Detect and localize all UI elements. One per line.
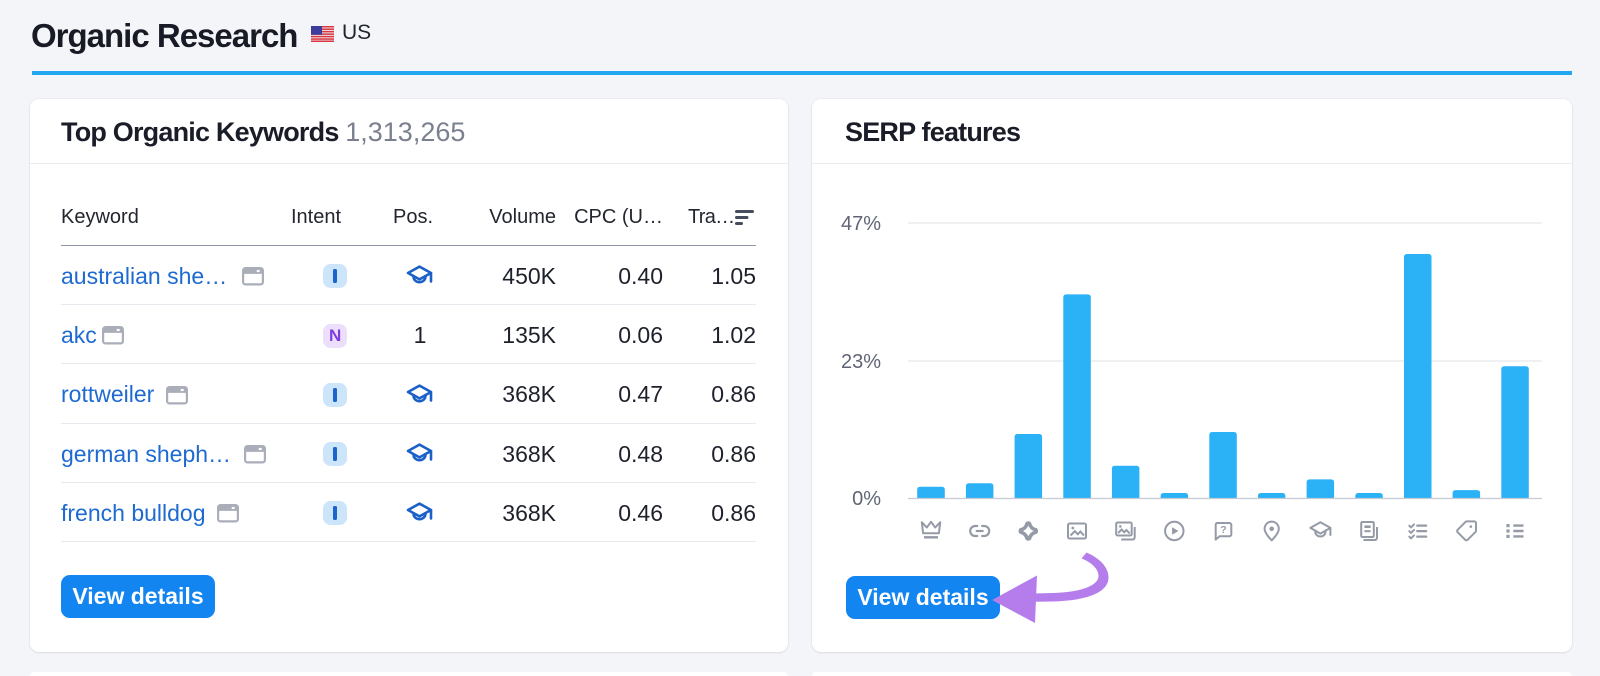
svg-text:?: ? xyxy=(1220,524,1226,536)
svg-text:47%: 47% xyxy=(841,213,881,235)
svg-text:23%: 23% xyxy=(841,351,881,373)
svg-text:0%: 0% xyxy=(852,488,881,510)
